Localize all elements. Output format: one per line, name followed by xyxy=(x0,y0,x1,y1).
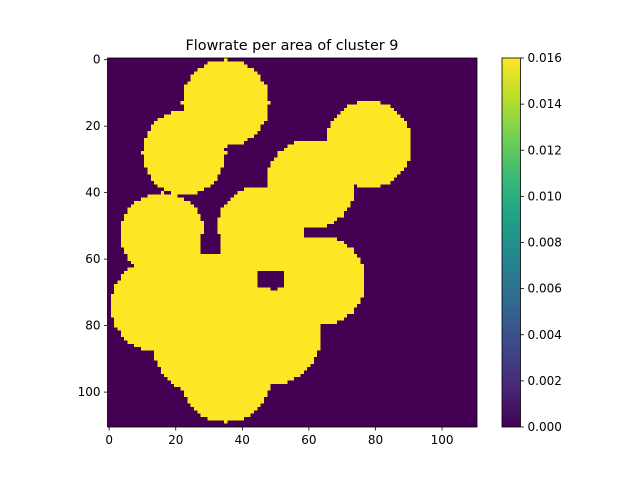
colorbar-tick-label: 0.002 xyxy=(528,374,562,388)
y-tick-label: 40 xyxy=(85,186,100,200)
colorbar-tick-label: 0.016 xyxy=(528,51,562,65)
y-tick-label: 0 xyxy=(93,53,101,67)
colorbar-tick-label: 0.012 xyxy=(528,143,562,157)
colorbar-scale xyxy=(502,58,521,427)
x-tick-label: 100 xyxy=(431,433,454,447)
colorbar: 0.000 0.002 0.004 0.006 0.008 0.010 0.012 0.014… xyxy=(501,51,562,434)
colorbar-tick-label: 0.004 xyxy=(528,328,562,342)
x-tick-label: 40 xyxy=(235,433,250,447)
heatmap-plot: 0 20 40 60 80 100 0 20 40 60 80 100 xyxy=(78,53,478,447)
colorbar-tick-label: 0.000 xyxy=(528,420,562,434)
colorbar-tick-label: 0.014 xyxy=(528,97,562,111)
y-tick-label: 100 xyxy=(78,385,101,399)
plot-frame xyxy=(107,57,478,428)
x-tick-label: 80 xyxy=(368,433,383,447)
y-tick-label: 60 xyxy=(85,252,100,266)
x-tick-label: 60 xyxy=(301,433,316,447)
chart-title: Flowrate per area of cluster 9 xyxy=(186,38,399,54)
x-tick-label: 0 xyxy=(105,433,113,447)
colorbar-tick-label: 0.008 xyxy=(528,236,562,250)
y-tick-label: 20 xyxy=(85,119,100,133)
colorbar-tick-label: 0.010 xyxy=(528,189,562,203)
heatmap-high-region xyxy=(110,58,411,424)
x-tick-label: 20 xyxy=(168,433,183,447)
y-tick-label: 80 xyxy=(85,319,100,333)
colorbar-tick-label: 0.006 xyxy=(528,282,562,296)
